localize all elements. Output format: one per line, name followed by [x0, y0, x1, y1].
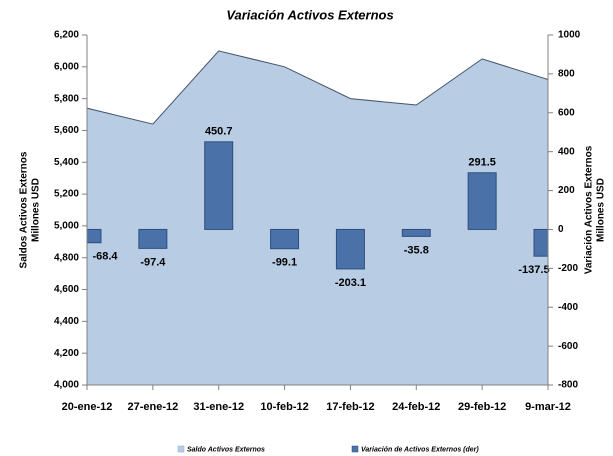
- data-label: 450.7: [205, 126, 233, 138]
- y2-tick-label: 200: [558, 185, 575, 196]
- chart-title: Variación Activos Externos: [226, 7, 393, 22]
- y-tick-label: 6,000: [54, 61, 79, 72]
- x-tick-label: 31-ene-12: [193, 401, 244, 413]
- bar: [87, 228, 102, 244]
- y-tick-label: 6,200: [54, 30, 79, 41]
- data-label: -203.1: [335, 277, 366, 289]
- y2-axis-title-line: Variación Activos Externos: [584, 145, 595, 274]
- bar: [533, 228, 548, 257]
- y-tick-label: 5,400: [54, 157, 79, 168]
- y2-tick-label: -600: [558, 341, 578, 352]
- y-tick-label: 4,000: [54, 380, 79, 391]
- y2-tick-label: 0: [558, 224, 564, 235]
- x-tick-label: 27-ene-12: [127, 401, 178, 413]
- data-label: -68.4: [92, 251, 118, 263]
- y2-tick-label: 800: [558, 69, 575, 80]
- plot-area: [87, 50, 548, 385]
- y-axis-title-line: Millones USD: [31, 178, 42, 242]
- bar: [467, 172, 497, 230]
- y-tick-label: 5,200: [54, 189, 79, 200]
- y-tick-label: 5,800: [54, 93, 79, 104]
- x-tick-label: 29-feb-12: [458, 401, 506, 413]
- data-label: -99.1: [272, 257, 297, 269]
- y2-axis-title-line: Millones USD: [596, 178, 607, 242]
- x-tick-label: 17-feb-12: [326, 401, 374, 413]
- bar: [270, 228, 300, 250]
- y2-tick-label: -400: [558, 302, 578, 313]
- y2-axis-title: Variación Activos Externos Millones USD: [584, 145, 607, 274]
- y-tick-label: 4,400: [54, 316, 79, 327]
- y-axis-title-line: Saldos Activos Externos: [19, 151, 30, 268]
- y2-tick-label: 400: [558, 146, 575, 157]
- legend-label: Saldo Activos Externos: [187, 446, 265, 453]
- y-tick-label: 5,600: [54, 125, 79, 136]
- x-tick-label: 24-feb-12: [392, 401, 440, 413]
- legend-swatch: [177, 445, 185, 453]
- area: [87, 50, 548, 385]
- y-tick-label: 4,600: [54, 284, 79, 295]
- y-axis-title: Saldos Activos Externos Millones USD: [19, 151, 42, 268]
- y-tick-label: 4,200: [54, 348, 79, 359]
- bar: [138, 228, 168, 249]
- x-tick-label: 10-feb-12: [260, 401, 308, 413]
- x-tick-label: 20-ene-12: [62, 401, 113, 413]
- data-label: -137.5: [518, 264, 549, 276]
- bar: [335, 228, 365, 270]
- data-label: -35.8: [404, 244, 429, 256]
- y2-tick-label: -200: [558, 263, 578, 274]
- data-label: -97.4: [140, 256, 166, 268]
- legend-swatch: [351, 445, 359, 453]
- legend-label: Variación de Activos Externos (der): [361, 446, 479, 453]
- y-tick-label: 5,000: [54, 221, 79, 232]
- y2-tick-label: 600: [558, 107, 575, 118]
- y-tick-label: 4,800: [54, 252, 79, 263]
- x-tick-label: 9-mar-12: [525, 401, 571, 413]
- y2-tick-label: -800: [558, 380, 578, 391]
- bar: [204, 141, 234, 230]
- data-label: 291.5: [468, 157, 496, 169]
- bar: [401, 228, 431, 237]
- y2-tick-label: 1000: [558, 30, 581, 41]
